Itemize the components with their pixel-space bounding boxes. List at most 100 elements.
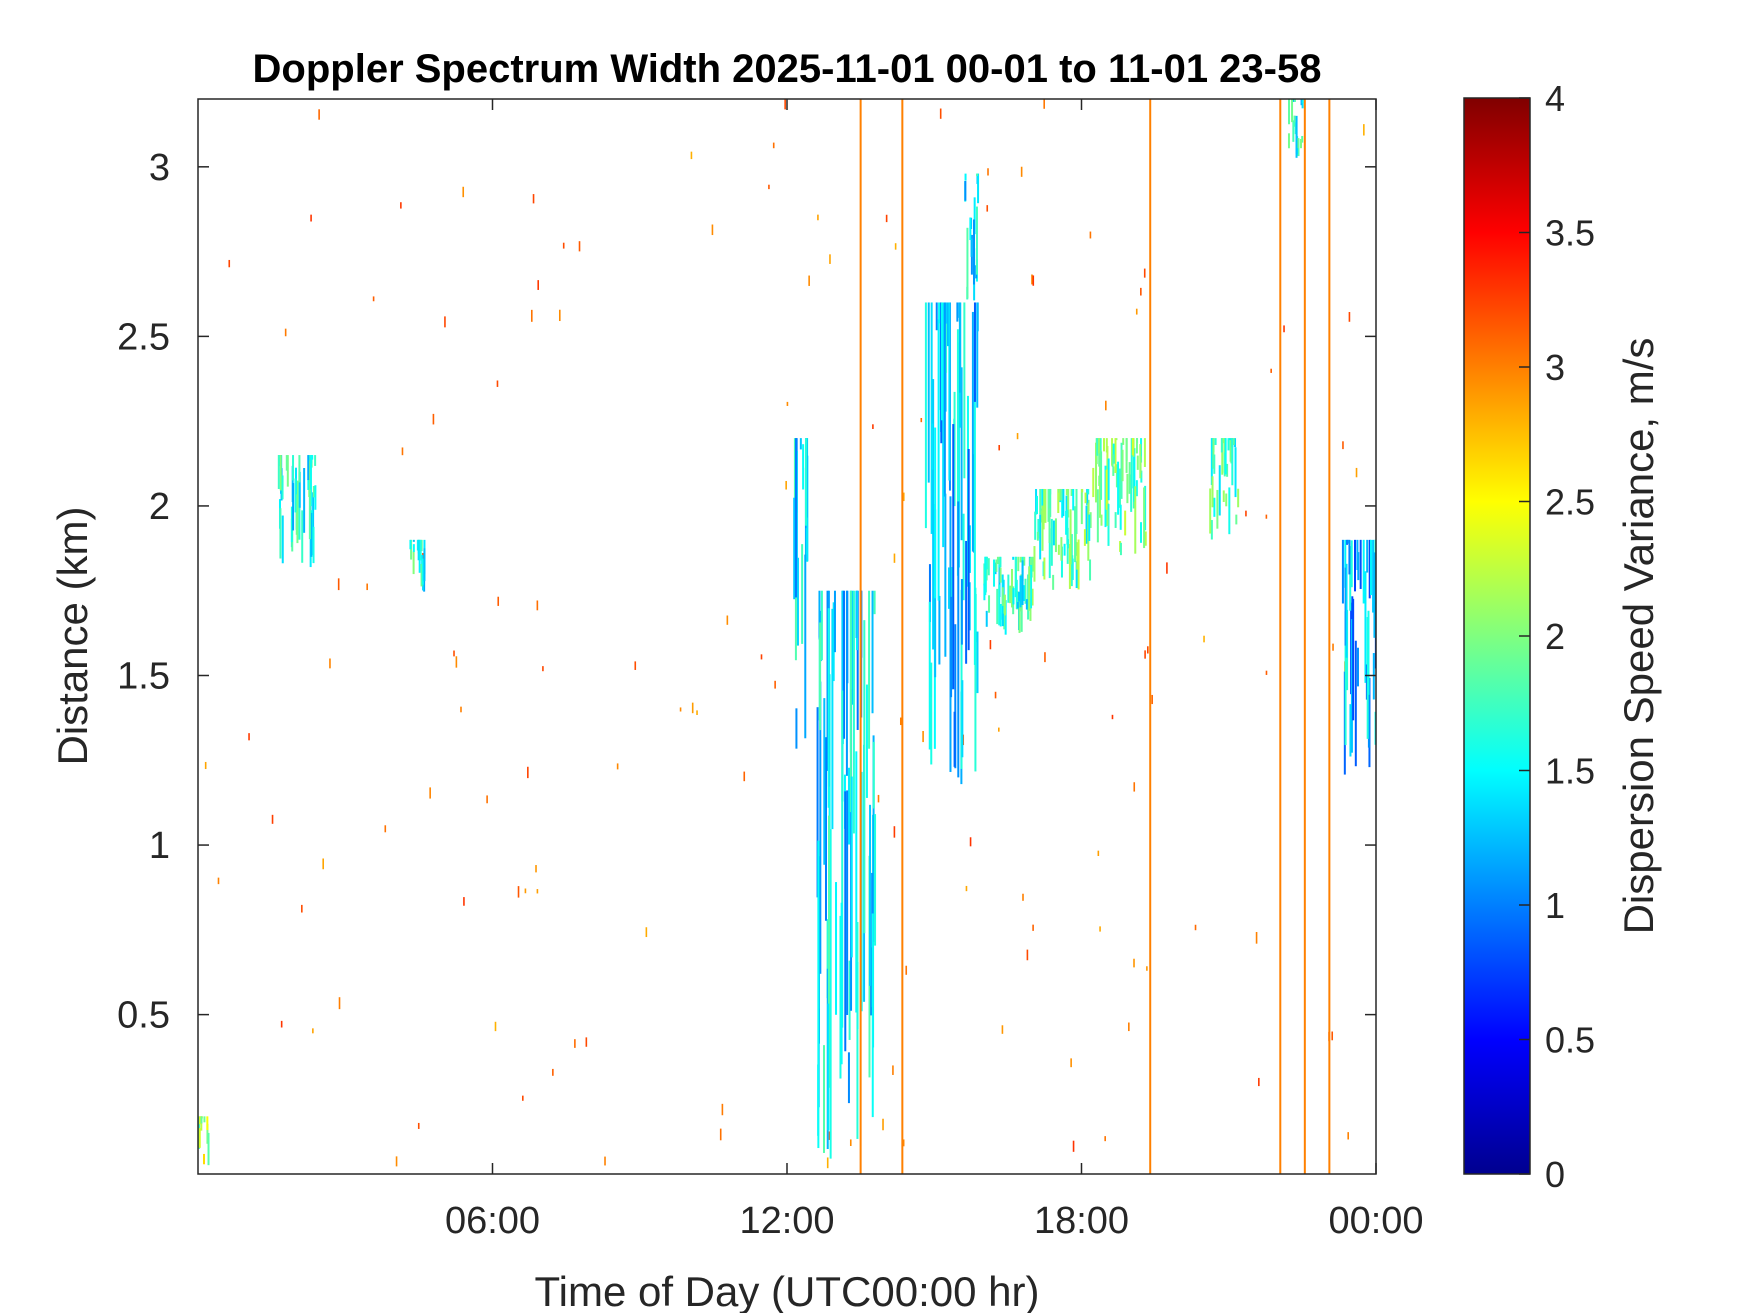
noise-speckle — [536, 889, 539, 894]
cluster-6-streak — [1117, 461, 1120, 515]
x-tick-label: 00:00 — [1328, 1200, 1423, 1242]
cluster-11-streak — [1292, 120, 1295, 142]
cluster-1-streak — [819, 622, 822, 731]
cluster-10-streak — [312, 526, 315, 564]
cluster-8-streak — [1372, 539, 1375, 613]
cluster-7-streak — [1235, 514, 1238, 525]
cluster-6-streak — [1096, 438, 1099, 456]
cluster-4-streak — [985, 610, 988, 627]
cluster-2-streak — [973, 392, 976, 665]
cluster-9-streak — [423, 548, 426, 582]
cluster-8-streak — [1354, 539, 1357, 592]
noise-speckle — [1128, 1022, 1130, 1032]
cluster-1-streak — [824, 737, 827, 921]
cluster-6-streak — [1136, 455, 1139, 470]
noise-speckle — [1331, 1031, 1334, 1041]
cluster-7-streak — [1220, 438, 1223, 453]
cluster-8-streak — [1369, 539, 1372, 596]
cluster-8-streak — [1344, 539, 1347, 588]
x-tick-label: 18:00 — [1034, 1200, 1129, 1242]
cluster-3-streak — [976, 173, 979, 176]
cluster-5-streak — [1065, 495, 1068, 523]
noise-speckle — [828, 1131, 831, 1140]
cluster-1-streak — [852, 590, 855, 834]
cluster-5-streak — [1087, 488, 1090, 495]
cluster-4-streak — [1015, 579, 1018, 610]
noise-speckle — [329, 658, 331, 669]
cluster-10-streak — [307, 455, 310, 481]
cluster-6-streak — [1126, 473, 1129, 504]
cluster-4-streak — [1023, 556, 1026, 566]
cluster-4-streak — [987, 558, 990, 576]
cluster-6-streak — [1107, 458, 1110, 501]
y-tick-label: 1.5 — [117, 655, 170, 697]
cluster-11-streak — [1293, 99, 1296, 102]
cluster-8-streak — [1368, 539, 1371, 599]
noise-speckle — [892, 1065, 894, 1075]
cluster-3-streak — [973, 197, 976, 235]
cluster-5-streak — [1061, 488, 1064, 518]
colorbar-tick-label: 0 — [1545, 1154, 1565, 1195]
cluster-8-streak — [1362, 539, 1365, 604]
cluster-4-streak — [1017, 556, 1020, 572]
noise-speckle — [486, 795, 488, 804]
y-tick-label: 0.5 — [117, 995, 170, 1037]
cluster-4-streak — [1001, 587, 1004, 606]
noise-speckle — [645, 927, 648, 938]
noise-speckle — [248, 733, 250, 741]
cluster-1-streak — [841, 690, 844, 1028]
noise-speckle — [1016, 433, 1019, 440]
cluster-8-streak — [1344, 611, 1347, 746]
noise-speckle — [808, 275, 810, 286]
cluster-6-streak — [1140, 470, 1143, 483]
cluster-2-streak — [928, 564, 931, 623]
cluster-5-streak — [1083, 529, 1086, 546]
noise-speckle — [893, 826, 896, 838]
cluster-6-streak — [1104, 465, 1107, 528]
noise-speckle — [696, 710, 698, 715]
cluster-9-streak — [412, 551, 415, 575]
cluster-8-streak — [1350, 619, 1353, 753]
noise-speckle — [318, 109, 320, 120]
cluster-1-streak — [871, 590, 874, 714]
cluster-1-streak — [832, 602, 835, 682]
cluster-4-streak — [1019, 575, 1022, 608]
cluster-7-streak — [1213, 454, 1216, 474]
noise-speckle — [784, 99, 786, 110]
colorbar-tick-label: 4 — [1545, 78, 1565, 119]
cluster-5-streak — [1058, 488, 1061, 501]
cluster-1-streak — [856, 922, 859, 1139]
noise-speckle — [284, 328, 287, 337]
cluster-5-streak — [1050, 518, 1053, 566]
cluster-7-streak — [1228, 438, 1231, 441]
cluster-2-streak — [938, 595, 941, 665]
cluster-5-streak — [1049, 488, 1052, 517]
noise-speckle — [998, 727, 1000, 732]
cluster-6-streak — [1130, 474, 1133, 512]
cluster-1-streak — [819, 681, 822, 974]
noise-speckle — [400, 202, 402, 209]
cluster-7-streak — [1211, 438, 1214, 469]
noise-speckle — [1022, 893, 1024, 901]
cluster-7-streak — [1227, 438, 1230, 451]
cluster-1-streak — [851, 590, 854, 705]
cluster-2-streak — [942, 302, 945, 548]
noise-speckle — [1265, 514, 1268, 519]
cluster-4-streak — [1018, 601, 1021, 633]
cluster-6-streak — [1144, 531, 1147, 546]
cluster-2-streak — [946, 302, 949, 347]
noise-speckle — [1133, 958, 1135, 968]
cluster-10-streak — [286, 455, 289, 487]
cluster-5-streak — [1036, 495, 1039, 515]
noise-speckle — [444, 316, 446, 328]
cluster-5-streak — [1039, 488, 1042, 515]
noise-speckle — [877, 794, 880, 803]
cluster-2-streak — [937, 319, 940, 601]
cluster-6-streak — [1111, 454, 1114, 467]
cluster-5-streak — [1081, 488, 1084, 493]
cluster-1-streak — [856, 962, 859, 1030]
cluster-8-streak — [1364, 571, 1367, 683]
cluster-6-streak — [1112, 466, 1115, 476]
cluster-1-streak — [860, 771, 863, 1012]
cluster-8-streak — [1366, 539, 1369, 573]
